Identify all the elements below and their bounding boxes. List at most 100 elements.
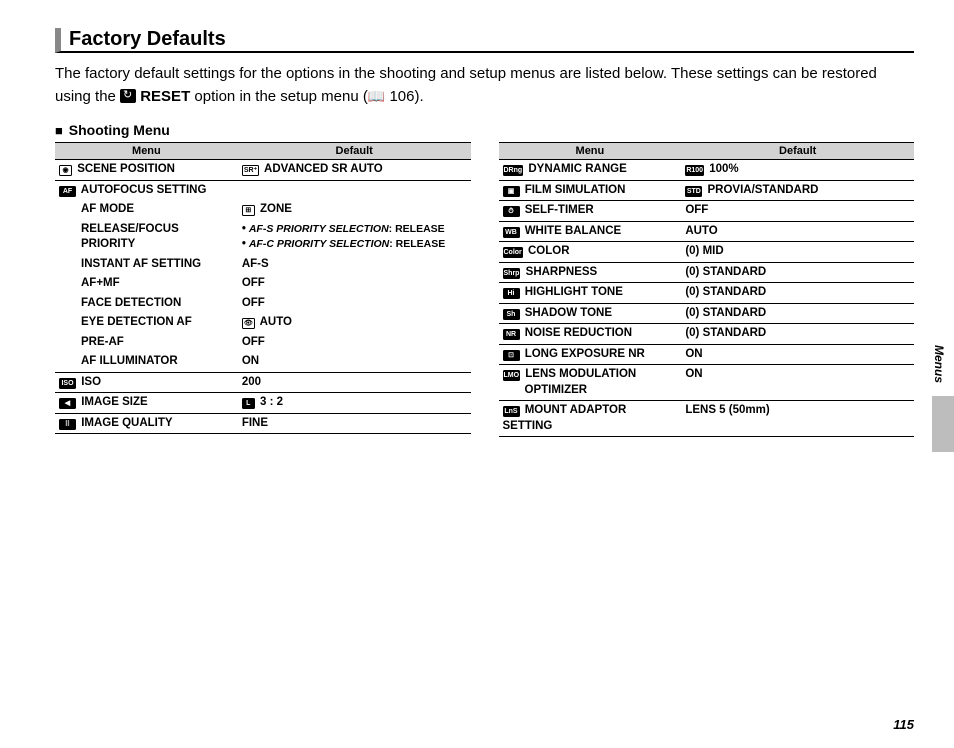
priority-value-1: RELEASE bbox=[395, 223, 445, 235]
default-value: AUTO bbox=[260, 316, 292, 328]
menu-label: COLOR bbox=[528, 245, 570, 257]
menu-label: NOISE REDUCTION bbox=[525, 327, 632, 339]
lmo-icon: LMO bbox=[503, 370, 521, 381]
table-header-row: Menu Default bbox=[499, 143, 915, 160]
side-tab-label: Menus bbox=[932, 345, 946, 383]
default-value: 100% bbox=[709, 163, 738, 175]
default-value: ADVANCED SR AUTO bbox=[264, 163, 383, 175]
menu-label: AF MODE bbox=[59, 202, 134, 218]
menu-label: FACE DETECTION bbox=[59, 296, 181, 312]
default-value: 200 bbox=[238, 372, 471, 393]
table-row: ◀ IMAGE SIZE L 3 : 2 bbox=[55, 393, 471, 414]
menu-label: IMAGE QUALITY bbox=[81, 417, 172, 429]
default-value: (0) STANDARD bbox=[681, 303, 914, 324]
menu-label-2: OPTIMIZER bbox=[503, 383, 588, 399]
table-row: LMO LENS MODULATIONOPTIMIZER ON bbox=[499, 365, 915, 401]
priority-label-2: AF-C PRIORITY SELECTION bbox=[249, 238, 389, 250]
default-value: OFF bbox=[238, 274, 471, 294]
menu-label: DYNAMIC RANGE bbox=[528, 163, 626, 175]
reset-label: RESET bbox=[140, 88, 190, 105]
page-heading: Factory Defaults bbox=[55, 28, 914, 53]
default-value: FINE bbox=[238, 413, 471, 434]
table-row: Hi HIGHLIGHT TONE (0) STANDARD bbox=[499, 283, 915, 304]
col-header-menu: Menu bbox=[499, 143, 682, 160]
table-row: DRng DYNAMIC RANGE R100 100% bbox=[499, 160, 915, 181]
long-exp-icon: ⊡ bbox=[503, 350, 520, 361]
heading-text: Factory Defaults bbox=[69, 28, 226, 51]
menu-label: LONG EXPOSURE NR bbox=[525, 348, 645, 360]
shooting-menu-table-left: Menu Default ◉ SCENE POSITION SR⁺ ADVANC… bbox=[55, 142, 471, 434]
wb-icon: WB bbox=[503, 227, 520, 238]
priority-label-1: AF-S PRIORITY SELECTION bbox=[249, 223, 389, 235]
menu-label: FILM SIMULATION bbox=[525, 184, 626, 196]
default-value: ON bbox=[681, 344, 914, 365]
table-header-row: Menu Default bbox=[55, 143, 471, 160]
col-header-default: Default bbox=[238, 143, 471, 160]
bullet-icon: • bbox=[242, 238, 246, 250]
menu-label: INSTANT AF SETTING bbox=[59, 257, 201, 273]
sr-auto-icon: SR⁺ bbox=[242, 165, 259, 176]
drange-icon: DRng bbox=[503, 165, 524, 176]
table-row: Shrp SHARPNESS (0) STANDARD bbox=[499, 262, 915, 283]
table-row: AF ILLUMINATOR ON bbox=[55, 352, 471, 372]
table-row: ISO ISO 200 bbox=[55, 372, 471, 393]
default-value: (0) STANDARD bbox=[681, 262, 914, 283]
table-row: ◉ SCENE POSITION SR⁺ ADVANCED SR AUTO bbox=[55, 160, 471, 181]
menu-label: AF ILLUMINATOR bbox=[59, 354, 178, 370]
mount-icon: LnS bbox=[503, 406, 520, 417]
menu-label: IMAGE SIZE bbox=[81, 396, 147, 408]
af-icon: AF bbox=[59, 186, 76, 197]
menu-label: SHADOW TONE bbox=[525, 307, 612, 319]
table-row: Sh SHADOW TONE (0) STANDARD bbox=[499, 303, 915, 324]
r100-icon: R100 bbox=[685, 165, 704, 176]
table-row: AF+MF OFF bbox=[55, 274, 471, 294]
manual-page: Menus Factory Defaults The factory defau… bbox=[0, 0, 954, 748]
default-value: (0) STANDARD bbox=[681, 324, 914, 345]
default-value: OFF bbox=[238, 333, 471, 353]
intro-text-2: option in the setup menu ( bbox=[194, 88, 367, 105]
std-icon: STD bbox=[685, 186, 702, 197]
menu-label: AUTOFOCUS SETTING bbox=[81, 184, 207, 196]
menu-label: MOUNT ADAPTOR SETTING bbox=[503, 404, 627, 432]
menu-label-1: LENS MODULATION bbox=[525, 368, 636, 380]
col-header-menu: Menu bbox=[55, 143, 238, 160]
default-value: (0) STANDARD bbox=[681, 283, 914, 304]
left-column: Menu Default ◉ SCENE POSITION SR⁺ ADVANC… bbox=[55, 142, 471, 437]
table-row: EYE DETECTION AF 👁 AUTO bbox=[55, 313, 471, 333]
image-size-icon: ◀ bbox=[59, 398, 76, 409]
menu-label: EYE DETECTION AF bbox=[59, 315, 192, 331]
table-row: WB WHITE BALANCE AUTO bbox=[499, 221, 915, 242]
square-bullet-icon: ■ bbox=[55, 123, 63, 138]
table-row: AF AUTOFOCUS SETTING bbox=[55, 180, 471, 200]
nr-icon: NR bbox=[503, 329, 520, 340]
sharpness-icon: Shrp bbox=[503, 268, 521, 279]
default-value: ZONE bbox=[260, 203, 292, 215]
table-row: Color COLOR (0) MID bbox=[499, 242, 915, 263]
shooting-menu-subheading: ■ Shooting Menu bbox=[55, 122, 914, 138]
menu-label: WHITE BALANCE bbox=[525, 225, 621, 237]
subheading-text: Shooting Menu bbox=[69, 122, 170, 138]
color-icon: Color bbox=[503, 247, 523, 258]
side-tab-marker bbox=[932, 396, 954, 452]
tables-container: Menu Default ◉ SCENE POSITION SR⁺ ADVANC… bbox=[55, 142, 914, 437]
menu-label: ISO bbox=[81, 376, 101, 388]
col-header-default: Default bbox=[681, 143, 914, 160]
menu-label: AF+MF bbox=[59, 276, 120, 292]
table-row: INSTANT AF SETTING AF-S bbox=[55, 255, 471, 275]
default-value: LENS 5 (50mm) bbox=[681, 401, 914, 437]
menu-label: SCENE POSITION bbox=[77, 163, 175, 175]
scene-icon: ◉ bbox=[59, 165, 72, 176]
menu-label: PRE-AF bbox=[59, 335, 124, 351]
table-row: NR NOISE REDUCTION (0) STANDARD bbox=[499, 324, 915, 345]
menu-label: SELF-TIMER bbox=[525, 204, 594, 216]
table-row: AF MODE ⊞ ZONE bbox=[55, 200, 471, 220]
film-sim-icon: ▣ bbox=[503, 186, 520, 197]
menu-label: HIGHLIGHT TONE bbox=[525, 286, 623, 298]
reset-icon bbox=[120, 89, 136, 103]
intro-page-ref: 106). bbox=[385, 88, 423, 105]
default-value: AUTO bbox=[681, 221, 914, 242]
table-row: ⏱ SELF-TIMER OFF bbox=[499, 201, 915, 222]
default-value: PROVIA/STANDARD bbox=[708, 184, 819, 196]
table-row: PRE-AF OFF bbox=[55, 333, 471, 353]
shadow-icon: Sh bbox=[503, 309, 520, 320]
